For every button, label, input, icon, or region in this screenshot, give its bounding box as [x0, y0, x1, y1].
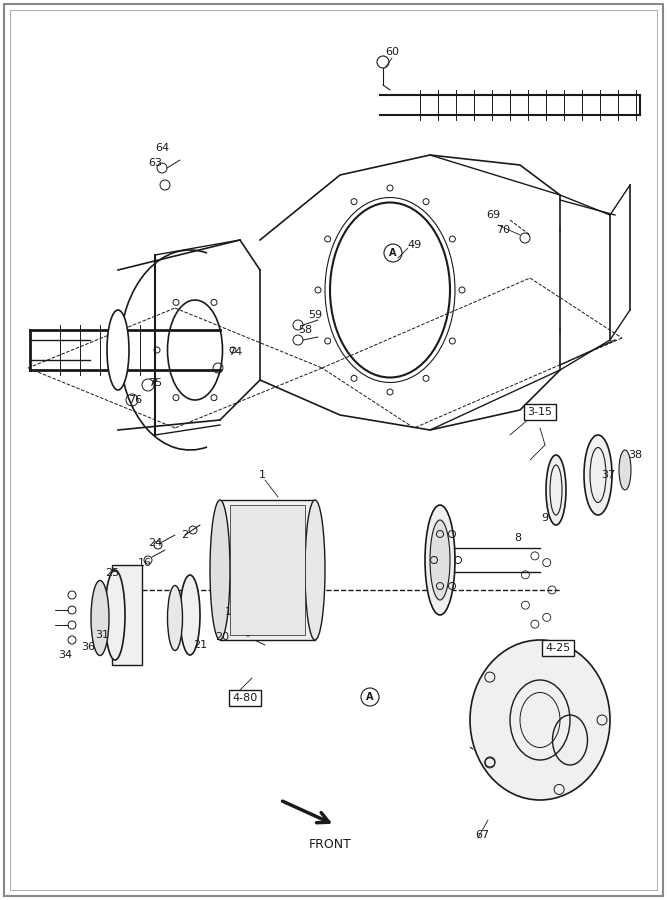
Text: 70: 70: [496, 225, 510, 235]
Text: 59: 59: [308, 310, 322, 320]
Ellipse shape: [619, 450, 631, 490]
Ellipse shape: [91, 580, 109, 655]
Text: 49: 49: [408, 240, 422, 250]
Bar: [220, 500, 315, 640]
Ellipse shape: [546, 455, 566, 525]
Text: 8: 8: [514, 533, 522, 543]
Bar: [230, 505, 305, 635]
Text: A: A: [366, 692, 374, 702]
Text: 37: 37: [601, 470, 615, 480]
Text: 64: 64: [155, 143, 169, 153]
Text: 21: 21: [193, 640, 207, 650]
Ellipse shape: [305, 500, 325, 640]
Text: 4-80: 4-80: [232, 693, 257, 703]
Ellipse shape: [105, 570, 125, 660]
Text: 20: 20: [215, 632, 229, 642]
Ellipse shape: [167, 586, 183, 651]
Text: 31: 31: [95, 630, 109, 640]
Ellipse shape: [425, 505, 455, 615]
Text: 16: 16: [138, 558, 152, 568]
Text: 63: 63: [148, 158, 162, 168]
Text: 1: 1: [259, 470, 265, 480]
Ellipse shape: [430, 520, 450, 600]
Text: 74: 74: [228, 347, 242, 357]
Text: FRONT: FRONT: [309, 839, 352, 851]
Text: 4-25: 4-25: [546, 643, 571, 653]
Text: 15: 15: [225, 607, 239, 617]
Text: 2: 2: [181, 530, 189, 540]
Text: 60: 60: [385, 47, 399, 57]
Text: 24: 24: [148, 538, 162, 548]
Text: 69: 69: [486, 210, 500, 220]
Text: 58: 58: [298, 325, 312, 335]
Text: 9: 9: [542, 513, 548, 523]
Text: 25: 25: [105, 568, 119, 578]
Ellipse shape: [584, 435, 612, 515]
Ellipse shape: [107, 310, 129, 390]
Ellipse shape: [210, 500, 230, 640]
Text: 3-15: 3-15: [528, 407, 552, 417]
Bar: [112, 565, 142, 665]
Text: 67: 67: [475, 830, 489, 840]
Ellipse shape: [180, 575, 200, 655]
Text: 36: 36: [81, 642, 95, 652]
Text: A: A: [390, 248, 397, 258]
Text: 75: 75: [148, 378, 162, 388]
Text: 34: 34: [58, 650, 72, 660]
Ellipse shape: [470, 640, 610, 800]
Text: 38: 38: [628, 450, 642, 460]
Text: 76: 76: [128, 395, 142, 405]
